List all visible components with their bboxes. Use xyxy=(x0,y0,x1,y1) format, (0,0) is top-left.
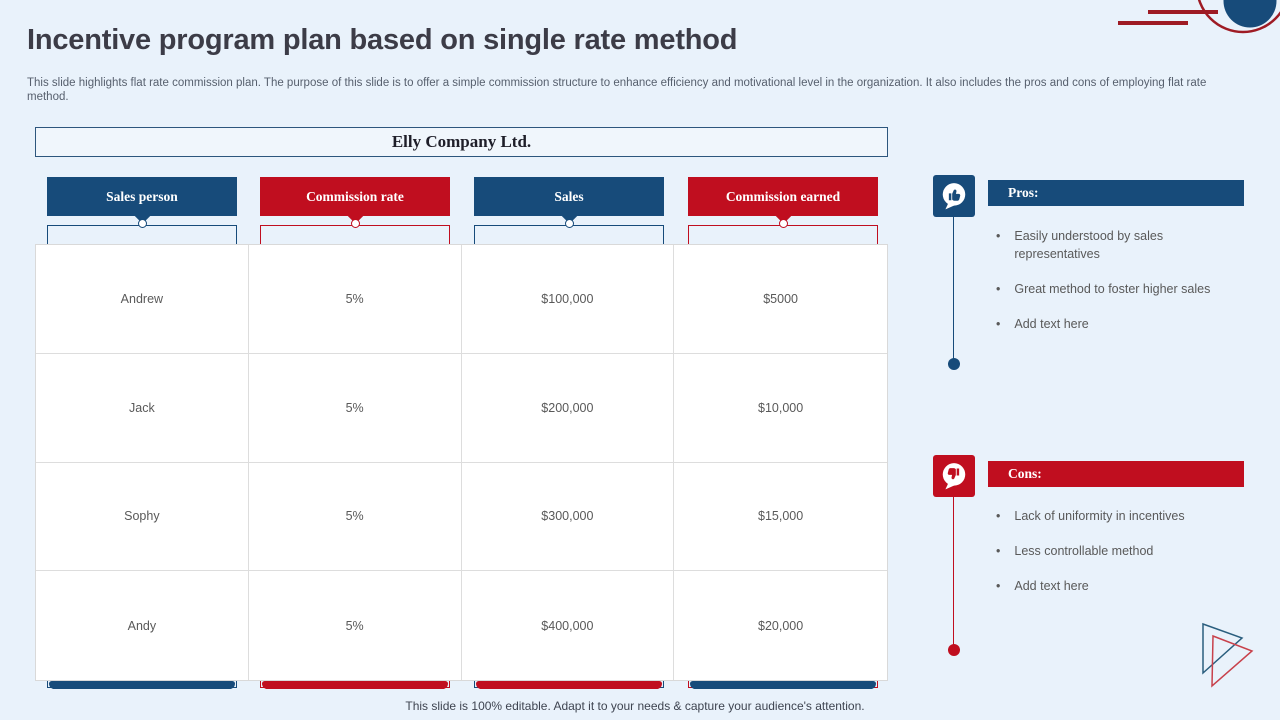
table-cell: $15,000 xyxy=(674,463,887,572)
cons-connector-line xyxy=(953,497,954,645)
pros-label: Pros: xyxy=(1008,185,1039,200)
table-cell: 5% xyxy=(249,571,462,680)
company-name-box: Elly Company Ltd. xyxy=(35,127,888,157)
header-pointer-dot xyxy=(350,219,360,228)
column-bottom-bar xyxy=(49,681,235,689)
column-bottom-bar xyxy=(476,681,662,689)
header-pointer-dot xyxy=(137,219,147,228)
table-cell: $200,000 xyxy=(461,353,675,463)
cons-item: Lack of uniformity in incentives xyxy=(996,507,1234,525)
cons-item: Less controllable method xyxy=(996,542,1234,560)
cons-header-bar: Cons: xyxy=(988,461,1244,487)
commission-table: Andrew 5% $100,000 $5000 Jack 5% $200,00… xyxy=(35,244,888,681)
table-cell: $5000 xyxy=(674,245,887,354)
pros-header-bar: Pros: xyxy=(988,180,1244,206)
pros-item: Easily understood by sales representativ… xyxy=(996,227,1234,263)
header-pointer-dot xyxy=(778,219,788,228)
slide-description: This slide highlights flat rate commissi… xyxy=(27,77,1207,103)
column-sales-person: Sales person xyxy=(47,177,237,697)
table-cell: Andrew xyxy=(36,245,249,354)
column-header: Commission rate xyxy=(260,177,450,216)
cons-item: Add text here xyxy=(996,577,1234,595)
column-header-label: Sales xyxy=(554,188,584,204)
column-bottom-bar xyxy=(262,681,448,689)
header-pointer-dot xyxy=(564,219,574,228)
column-header: Sales person xyxy=(47,177,237,216)
pros-item: Add text here xyxy=(996,315,1234,333)
cons-label: Cons: xyxy=(1008,466,1042,481)
table-cell: $400,000 xyxy=(462,571,675,680)
column-header-label: Commission rate xyxy=(306,188,404,204)
table-cell: Sophy xyxy=(36,462,249,572)
column-header: Commission earned xyxy=(688,177,878,216)
table-cell: $100,000 xyxy=(461,245,675,354)
column-header-label: Sales person xyxy=(106,188,178,204)
table-cell: $20,000 xyxy=(758,618,804,633)
thumbs-down-bubble-icon xyxy=(933,455,975,497)
pros-connector-dot xyxy=(948,358,960,370)
table-cell: Andy xyxy=(36,571,249,680)
column-commission-earned: Commission earned xyxy=(688,177,878,697)
company-name: Elly Company Ltd. xyxy=(391,132,532,151)
cons-list: Lack of uniformity in incentives Less co… xyxy=(996,507,1234,612)
pros-item: Great method to foster higher sales xyxy=(996,280,1234,298)
table-cell: $300,000 xyxy=(461,462,675,572)
table-cell: Jack xyxy=(36,353,249,463)
table-cell: 5% xyxy=(248,245,462,354)
table-cell: 5% xyxy=(248,462,462,572)
pros-connector-line xyxy=(953,217,954,360)
corner-triangles-decoration xyxy=(1202,622,1254,688)
table-cell: $10,000 xyxy=(674,354,887,463)
corner-circles-decoration xyxy=(1118,0,1280,34)
cons-connector-dot xyxy=(948,644,960,656)
column-bottom-bar xyxy=(690,681,876,689)
table-cell: 5% xyxy=(248,353,462,463)
column-header-label: Commission earned xyxy=(725,188,841,204)
thumbs-up-bubble-icon xyxy=(933,175,975,217)
column-header: Sales xyxy=(474,177,664,216)
slide-footer-note: This slide is 100% editable. Adapt it to… xyxy=(405,699,865,713)
page-title: Incentive program plan based on single r… xyxy=(27,24,738,56)
pros-list: Easily understood by sales representativ… xyxy=(996,227,1234,350)
